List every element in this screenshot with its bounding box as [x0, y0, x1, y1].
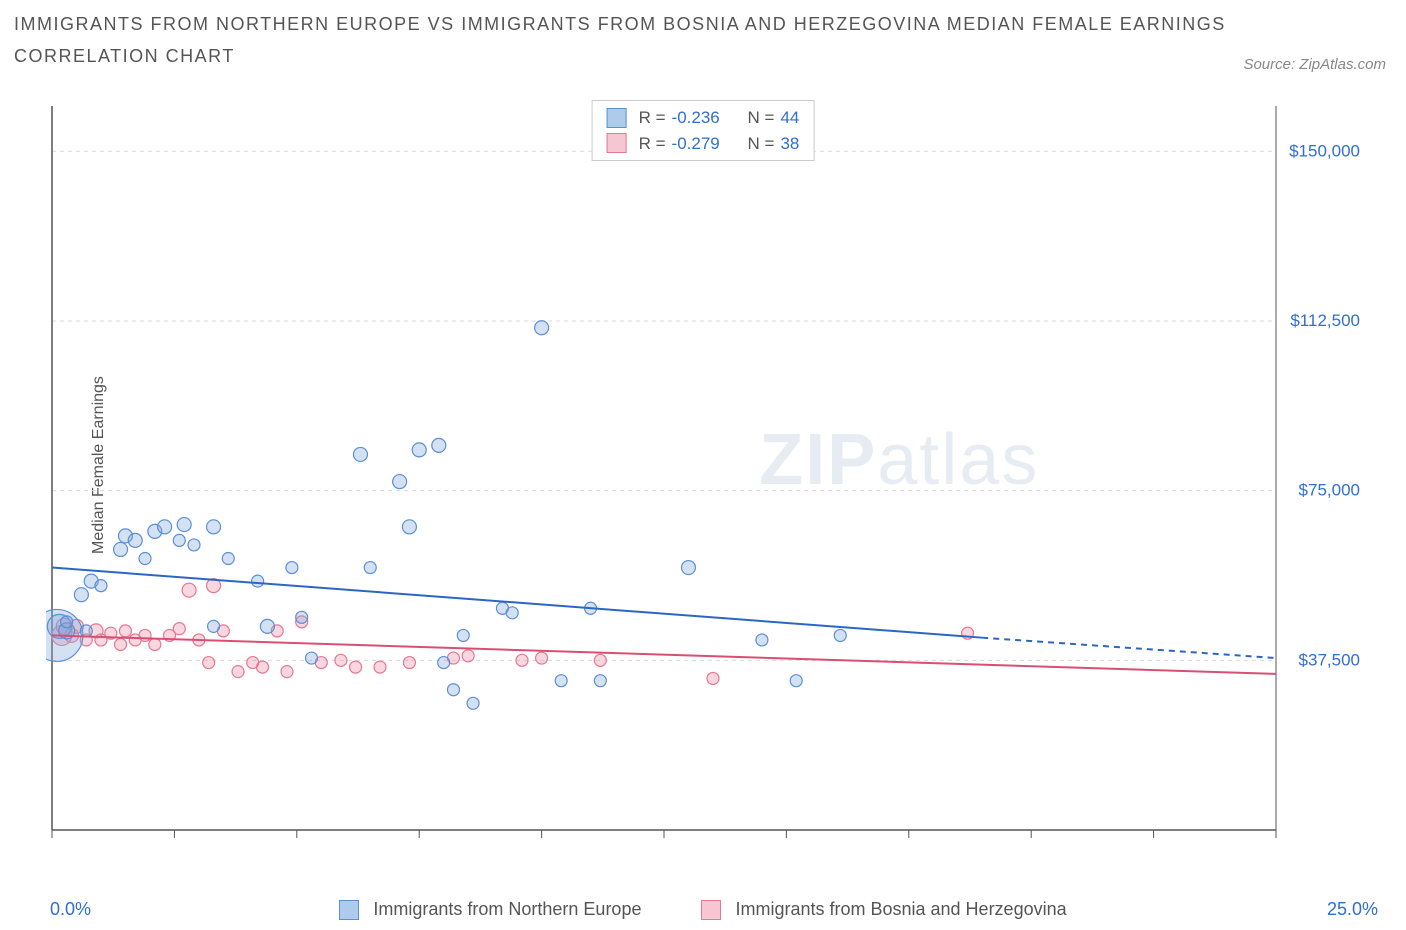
legend-swatch-0: [607, 108, 627, 128]
source-label: Source: ZipAtlas.com: [1243, 56, 1386, 73]
r-value-0: -0.236: [672, 105, 732, 131]
legend-bottom-label-0: Immigrants from Northern Europe: [373, 899, 641, 920]
svg-text:$37,500: $37,500: [1299, 650, 1360, 669]
n-label-1: N =: [748, 131, 775, 157]
r-label-0: R =: [639, 105, 666, 131]
legend-bottom-swatch-1: [701, 900, 721, 920]
svg-text:$75,000: $75,000: [1299, 481, 1360, 500]
title-line-1: IMMIGRANTS FROM NORTHERN EUROPE VS IMMIG…: [14, 8, 1392, 40]
legend-bottom-label-1: Immigrants from Bosnia and Herzegovina: [735, 899, 1066, 920]
title-block: IMMIGRANTS FROM NORTHERN EUROPE VS IMMIG…: [14, 8, 1392, 73]
legend-top: R = -0.236 N = 44 R = -0.279 N = 38: [592, 100, 815, 161]
svg-text:$150,000: $150,000: [1289, 141, 1360, 160]
legend-bottom-item-1: Immigrants from Bosnia and Herzegovina: [701, 899, 1066, 920]
legend-bottom: Immigrants from Northern Europe Immigran…: [0, 899, 1406, 920]
legend-top-row-0: R = -0.236 N = 44: [607, 105, 800, 131]
r-label-1: R =: [639, 131, 666, 157]
legend-swatch-1: [607, 133, 627, 153]
title-line-2: CORRELATION CHART: [14, 40, 1392, 72]
legend-bottom-swatch-0: [339, 900, 359, 920]
chart-area: $37,500 $75,000 $112,500 $150,000: [46, 100, 1366, 860]
svg-text:$112,500: $112,500: [1290, 311, 1360, 330]
legend-bottom-item-0: Immigrants from Northern Europe: [339, 899, 641, 920]
n-value-0: 44: [780, 105, 799, 131]
scatter-plot: $37,500 $75,000 $112,500 $150,000: [46, 100, 1366, 860]
chart-container: IMMIGRANTS FROM NORTHERN EUROPE VS IMMIG…: [0, 0, 1406, 930]
legend-top-row-1: R = -0.279 N = 38: [607, 131, 800, 157]
n-label-0: N =: [748, 105, 775, 131]
r-value-1: -0.279: [672, 131, 732, 157]
n-value-1: 38: [780, 131, 799, 157]
